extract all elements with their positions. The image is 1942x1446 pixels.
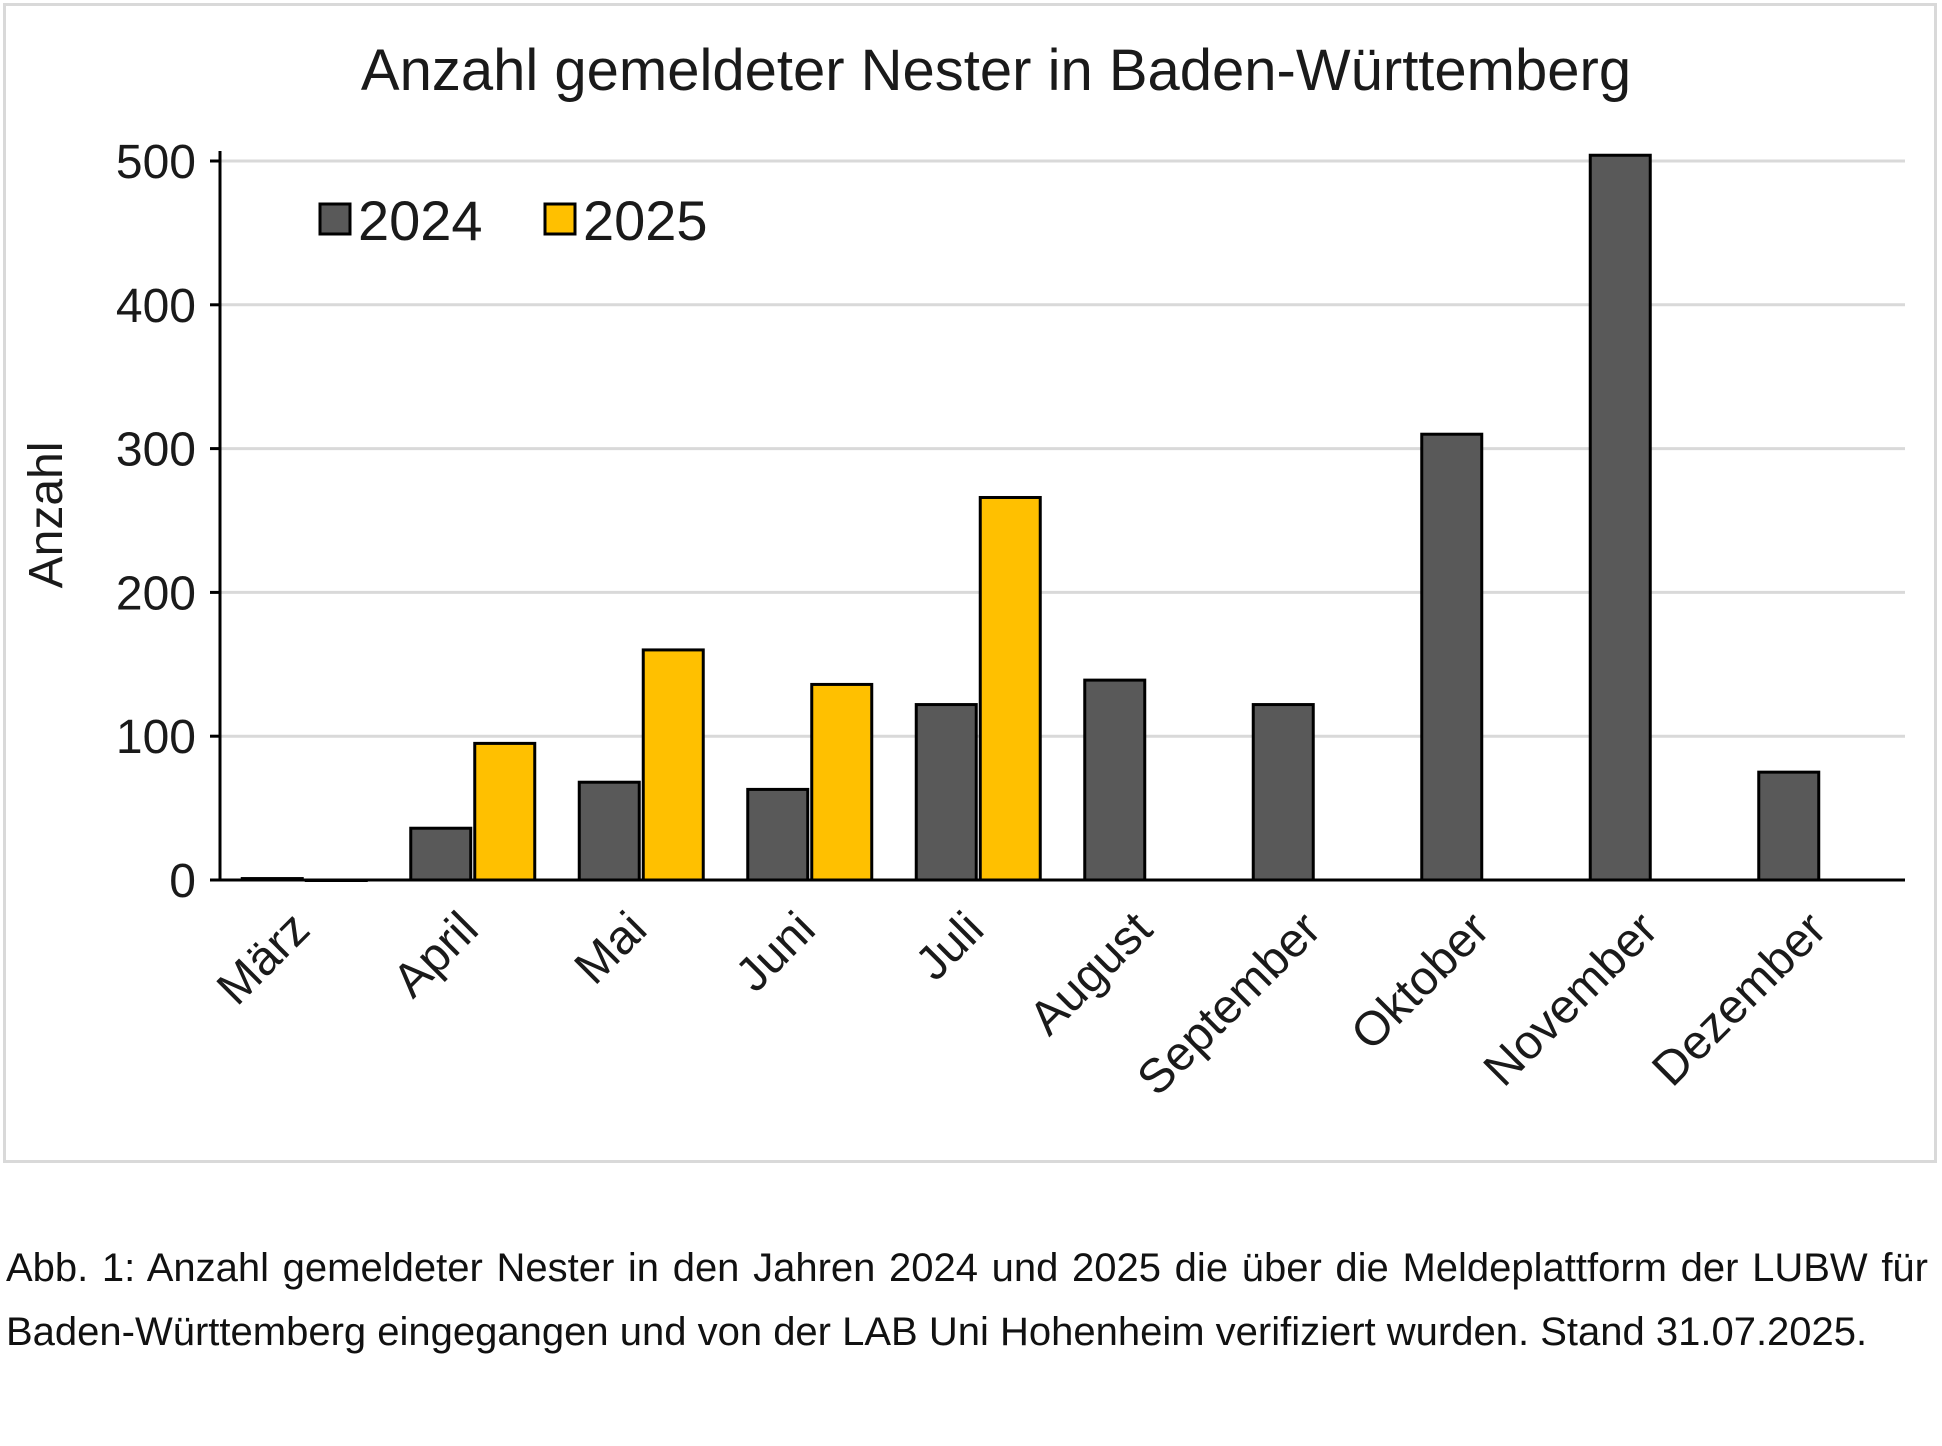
bar-2025-April bbox=[473, 741, 537, 882]
bar-2024-September bbox=[1251, 703, 1315, 882]
x-tick-label: August bbox=[1019, 902, 1162, 1045]
bar-2024-Juni bbox=[746, 787, 810, 882]
x-tick-label: Oktober bbox=[1341, 902, 1499, 1060]
y-tick-label: 300 bbox=[116, 424, 196, 477]
y-tick-label: 500 bbox=[116, 136, 196, 189]
x-tick-label: März bbox=[207, 902, 320, 1015]
bar-chart: Anzahl gemeldeter Nester in Baden-Württe… bbox=[20, 38, 1905, 1106]
legend: 2024 2025 bbox=[318, 189, 708, 252]
bars bbox=[240, 153, 1821, 882]
bar-2024-November bbox=[1588, 153, 1652, 882]
bar-2025-Juli bbox=[978, 495, 1042, 882]
y-tick-label: 100 bbox=[116, 711, 196, 764]
bar-2024-Dezember bbox=[1757, 770, 1821, 882]
legend-swatch bbox=[318, 202, 352, 236]
x-tick-label: Juli bbox=[906, 902, 994, 990]
bar-2024-April bbox=[409, 826, 473, 882]
legend-label: 2024 bbox=[358, 189, 483, 252]
legend-item-2025: 2025 bbox=[543, 189, 708, 252]
bar-2025-Mai bbox=[641, 648, 705, 882]
bar-2024-August bbox=[1083, 678, 1147, 882]
bar-2024-Juli bbox=[914, 703, 978, 882]
y-tick-label: 0 bbox=[169, 855, 196, 908]
y-tick-label: 400 bbox=[116, 280, 196, 333]
x-tick-label: September bbox=[1128, 902, 1332, 1106]
chart-title: Anzahl gemeldeter Nester in Baden-Württe… bbox=[361, 38, 1631, 103]
legend-swatch bbox=[543, 202, 577, 236]
legend-label: 2025 bbox=[583, 189, 708, 252]
y-tick-label: 200 bbox=[116, 567, 196, 620]
bar-2025-Juni bbox=[810, 682, 874, 882]
x-tick-label: Dezember bbox=[1642, 902, 1836, 1096]
figure-caption: Abb. 1: Anzahl gemeldeter Nester in den … bbox=[6, 1246, 1928, 1354]
bar-2024-Mai bbox=[577, 780, 641, 882]
legend-item-2024: 2024 bbox=[318, 189, 483, 252]
x-tick-label: Mai bbox=[565, 902, 657, 994]
y-axis-title: Anzahl bbox=[20, 442, 73, 589]
x-tick-label: April bbox=[383, 902, 488, 1007]
x-tick-label: Juni bbox=[726, 902, 826, 1002]
x-tick-label: November bbox=[1474, 902, 1668, 1096]
bar-2024-Oktober bbox=[1420, 432, 1484, 882]
